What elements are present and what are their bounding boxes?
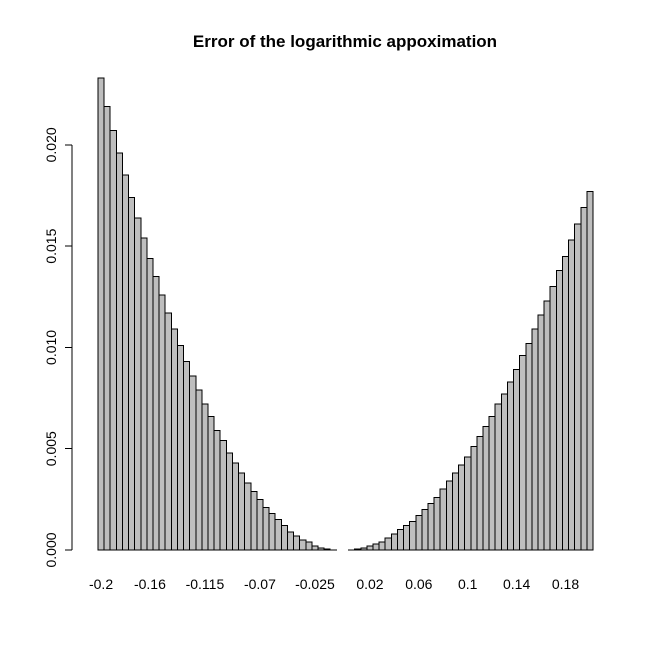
- bar: [103, 105, 111, 551]
- y-tick-label: 0.020: [43, 127, 59, 162]
- bar: [238, 472, 246, 551]
- bar: [183, 361, 191, 551]
- bar: [580, 207, 588, 551]
- bar: [409, 521, 417, 551]
- bar: [280, 525, 288, 551]
- bar: [115, 152, 123, 551]
- bar: [274, 519, 282, 551]
- bar: [250, 490, 258, 551]
- bar: [152, 276, 160, 551]
- x-tick-label: -0.07: [244, 576, 276, 592]
- bar: [244, 482, 252, 551]
- bar: [427, 502, 435, 551]
- bar: [146, 257, 154, 551]
- bar: [543, 300, 551, 551]
- bar: [305, 541, 313, 551]
- bar: [513, 369, 521, 551]
- bar: [213, 429, 221, 551]
- bar: [189, 375, 197, 551]
- bar: [195, 389, 203, 551]
- bar: [299, 539, 307, 551]
- bar: [549, 286, 557, 551]
- y-tick-label: 0.005: [43, 431, 59, 466]
- bar: [201, 403, 209, 551]
- bar: [439, 488, 447, 551]
- bar: [568, 239, 576, 551]
- bar: [451, 472, 460, 551]
- bar: [262, 506, 270, 551]
- x-tick-label: -0.025: [295, 576, 335, 592]
- bar: [97, 77, 105, 551]
- bar: [574, 223, 582, 551]
- x-axis: -0.2 -0.16 -0.115 -0.07 -0.025 0.02 0.06 0.1 0.1…: [89, 576, 579, 592]
- bar: [378, 541, 386, 551]
- bar: [494, 403, 502, 551]
- bar: [396, 529, 405, 551]
- bar: [531, 328, 539, 551]
- bar: [268, 513, 276, 551]
- bar: [506, 381, 515, 551]
- bar: [164, 312, 172, 551]
- y-tick-label: 0.010: [43, 330, 59, 365]
- x-tick-label: -0.115: [186, 576, 225, 592]
- bar: [470, 446, 478, 551]
- bar: [134, 217, 142, 551]
- x-tick-label: 0.02: [356, 576, 383, 592]
- bars-group: [97, 77, 594, 551]
- bar: [555, 269, 563, 551]
- bar: [433, 496, 441, 551]
- bar: [158, 294, 166, 551]
- bar: [293, 535, 301, 551]
- bar: [207, 415, 215, 551]
- bar: [231, 462, 240, 551]
- bar: [519, 355, 527, 551]
- bar: [109, 130, 117, 551]
- bar: [525, 342, 533, 551]
- x-tick-label: 0.06: [405, 576, 432, 592]
- x-tick-label: 0.1: [458, 576, 478, 592]
- bar: [311, 545, 319, 551]
- y-tick-label: 0.000: [43, 532, 59, 567]
- bar: [140, 237, 148, 551]
- x-tick-label: -0.16: [134, 576, 166, 592]
- bar: [561, 255, 570, 551]
- bar: [219, 440, 227, 551]
- bar: [170, 328, 178, 551]
- bar: [225, 452, 233, 551]
- bar: [537, 314, 545, 551]
- bar: [360, 547, 368, 551]
- bar: [384, 537, 392, 551]
- bar: [488, 415, 496, 551]
- bar: [128, 197, 136, 551]
- bar: [403, 525, 411, 551]
- bar: [464, 456, 472, 551]
- bar: [176, 344, 185, 551]
- bar: [286, 531, 295, 551]
- bar: [482, 425, 490, 551]
- bar: [323, 548, 331, 551]
- bar: [586, 190, 594, 551]
- bar: [415, 515, 423, 551]
- chart-title: Error of the logarithmic appoximation: [193, 32, 497, 51]
- bar: [366, 545, 374, 551]
- bar: [445, 480, 453, 551]
- bar: [458, 464, 466, 551]
- bar: [476, 436, 484, 551]
- bar: [390, 533, 398, 551]
- x-tick-label: 0.18: [552, 576, 579, 592]
- bar: [421, 508, 429, 551]
- bar: [256, 498, 264, 551]
- x-tick-label: -0.2: [89, 576, 113, 592]
- y-axis: 0.000 0.005 0.010 0.015 0.020: [43, 127, 73, 568]
- bar: [121, 174, 130, 551]
- bar: [372, 543, 380, 551]
- bar: [317, 547, 325, 551]
- bar: [354, 548, 362, 551]
- y-tick-label: 0.015: [43, 228, 59, 263]
- x-tick-label: 0.14: [503, 576, 530, 592]
- bar: [500, 393, 508, 551]
